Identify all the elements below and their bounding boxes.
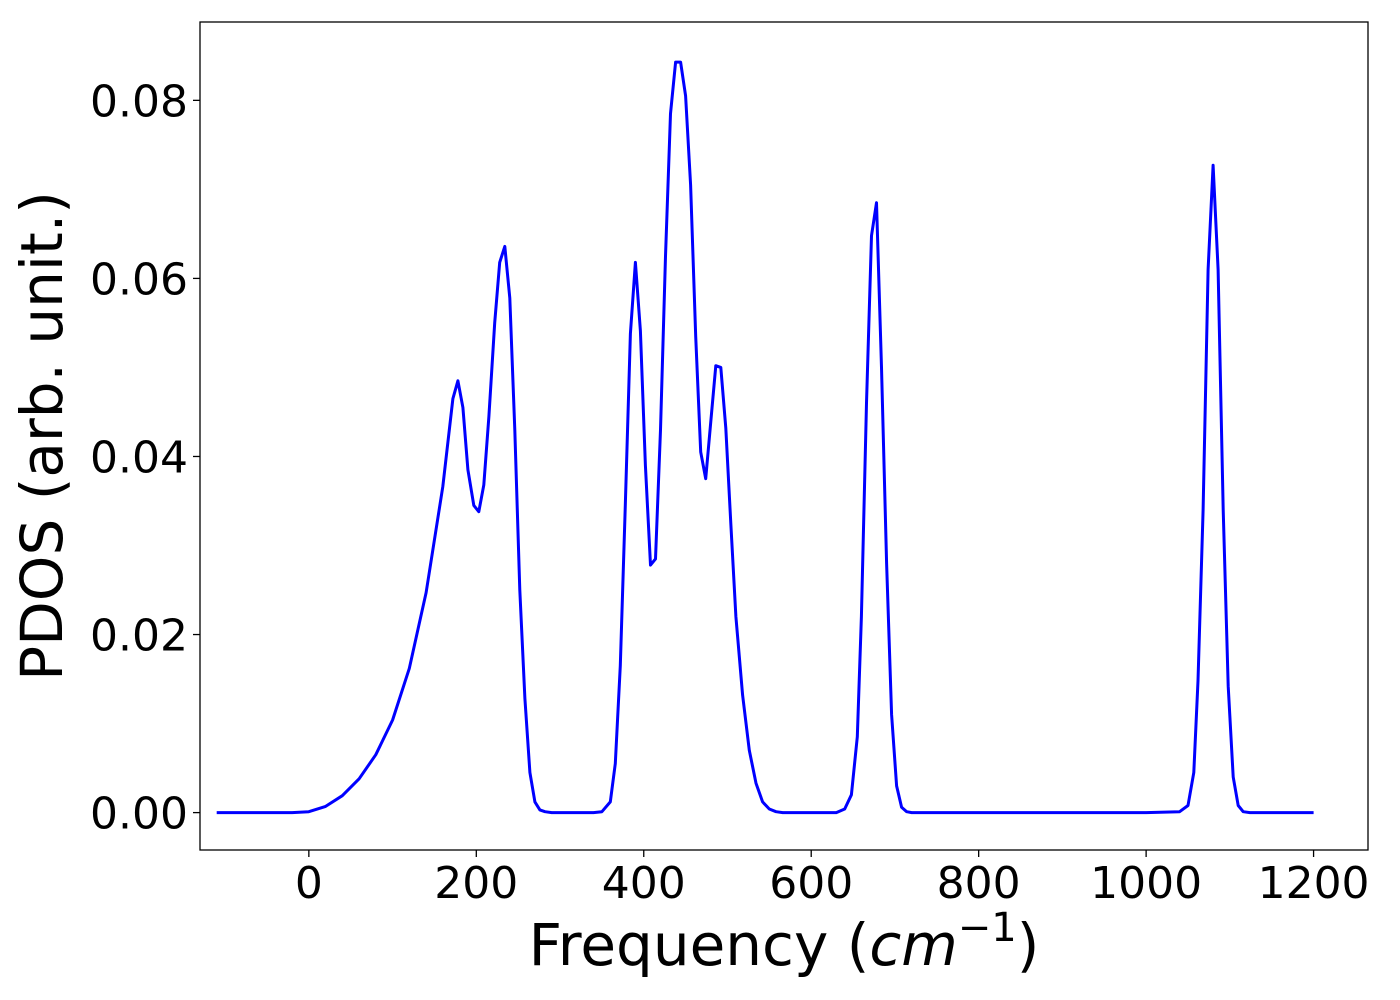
- x-axis-label: Frequency (cm−1): [529, 905, 1040, 979]
- x-tick-label: 0: [295, 858, 323, 909]
- series-line: [216, 60, 1314, 815]
- plot-area: 0 200 400 600 800 1000 1200 0.000.020.040.060.…: [90, 21, 1370, 909]
- x-tick-label: 400: [602, 858, 686, 909]
- y-tick-label: 0.04: [90, 432, 188, 483]
- x-axis: 0 200 400 600 800 1000 1200: [295, 850, 1370, 909]
- y-tick-label: 0.06: [90, 254, 188, 305]
- x-tick-label: 1200: [1258, 858, 1370, 909]
- x-tick-label: 800: [937, 858, 1021, 909]
- x-tick-label: 200: [434, 858, 518, 909]
- y-tick-label: 0.08: [90, 76, 188, 127]
- y-tick-label: 0.02: [90, 611, 188, 662]
- y-axis: 0.00 0.02 0.04 0.06 0.08: [90, 76, 200, 840]
- y-tick-label: 0.00: [90, 789, 188, 840]
- x-tick-label: 600: [769, 858, 853, 909]
- x-tick-label: 1000: [1090, 858, 1202, 909]
- y-axis-label: PDOS (arb. unit.): [8, 191, 76, 681]
- plot-frame: [199, 21, 1369, 851]
